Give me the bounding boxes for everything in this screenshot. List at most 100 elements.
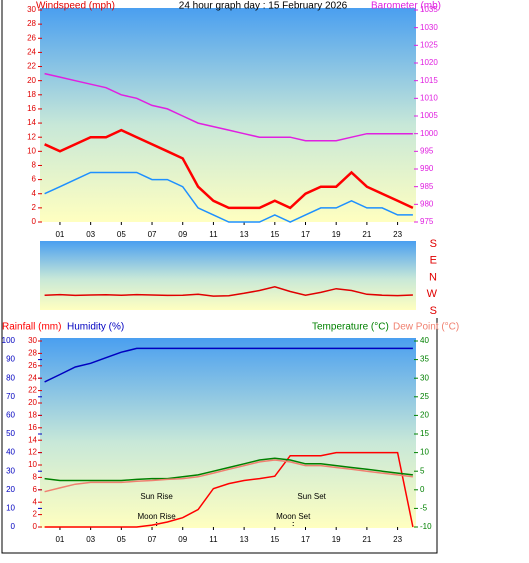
y-tick-label: 20 — [27, 76, 36, 85]
y-tick-label: 28 — [27, 19, 36, 28]
y-tick-label: 6 — [32, 175, 37, 184]
y-tick-label: 14 — [27, 118, 36, 127]
y-tick-label: E — [430, 255, 437, 267]
y-tick-label: -10 — [420, 522, 432, 531]
chart-title: 24 hour graph day : 15 February 2026 — [179, 1, 348, 12]
y-tick-label: -5 — [420, 504, 428, 513]
legend-entry: Humidity (%) — [67, 322, 124, 333]
y-tick-label: 20 — [28, 398, 37, 407]
y-tick-label: 30 — [420, 373, 429, 382]
y-tick-label: 1010 — [420, 93, 438, 102]
x-tick-label: 17 — [301, 230, 310, 239]
y-tick-label: 28 — [28, 349, 37, 358]
y-tick-label: S — [430, 305, 437, 317]
annotation: Moon Rise — [138, 512, 177, 521]
y-tick-label: 26 — [27, 33, 36, 42]
y-tick-label: N — [429, 271, 437, 283]
y-tick-label: 20 — [420, 411, 429, 420]
y-tick-label: 18 — [27, 90, 36, 99]
y-tick-label: 30 — [27, 5, 36, 14]
series-line — [44, 171, 413, 223]
x-tick-label: 19 — [332, 535, 341, 544]
x-tick-label: 23 — [393, 535, 402, 544]
x-tick-label: 03 — [86, 535, 95, 544]
annotation: Sun Rise — [140, 492, 173, 501]
y-tick-label: 60 — [6, 411, 15, 420]
x-tick-label: 21 — [362, 535, 371, 544]
legend-entry: Rainfall (mm) — [2, 322, 61, 333]
y-tick-label: 0 — [32, 217, 37, 226]
y-tick-label: 12 — [28, 448, 37, 457]
series-line — [44, 459, 413, 493]
y-tick-label: 35 — [420, 355, 429, 364]
axis-label: Windspeed (mph) — [36, 1, 115, 12]
y-tick-label: 30 — [6, 466, 15, 475]
y-tick-label: 40 — [420, 336, 429, 345]
annotation: Moon Set — [276, 512, 311, 521]
y-tick-label: W — [427, 288, 438, 300]
y-tick-label: 22 — [27, 62, 36, 71]
x-tick-label: 11 — [209, 230, 218, 239]
y-tick-label: S — [430, 238, 437, 250]
x-tick-label: 23 — [393, 230, 402, 239]
y-tick-label: 16 — [27, 104, 36, 113]
y-tick-label: 0 — [11, 522, 16, 531]
y-tick-label: 10 — [28, 460, 37, 469]
y-tick-label: 6 — [33, 485, 38, 494]
x-tick-label: 19 — [332, 230, 341, 239]
x-tick-label: 11 — [209, 535, 218, 544]
y-tick-label: 975 — [420, 217, 434, 226]
plot-area — [40, 8, 416, 222]
y-tick-label: 70 — [6, 392, 15, 401]
series-line — [44, 72, 413, 142]
x-tick-label: 13 — [240, 230, 249, 239]
y-tick-label: 24 — [28, 373, 37, 382]
y-tick-label: 1030 — [420, 23, 438, 32]
axis-label: Barometer (mb) — [371, 1, 441, 12]
y-tick-label: 995 — [420, 146, 434, 155]
series-line — [44, 451, 414, 528]
series-line — [44, 457, 413, 482]
series-line — [44, 128, 414, 210]
y-tick-label: 10 — [27, 146, 36, 155]
x-tick-label: 05 — [117, 535, 126, 544]
y-tick-label: 100 — [2, 336, 16, 345]
x-tick-label: 01 — [55, 535, 64, 544]
plot-area — [40, 338, 416, 528]
y-tick-label: 14 — [28, 435, 37, 444]
x-tick-label: 03 — [86, 230, 95, 239]
plot-area — [40, 241, 416, 310]
y-tick-label: 40 — [6, 448, 15, 457]
x-tick-label: 15 — [270, 535, 279, 544]
y-tick-label: 1035 — [420, 5, 438, 14]
y-tick-label: 80 — [6, 373, 15, 382]
y-tick-label: 985 — [420, 182, 434, 191]
series-line — [44, 286, 413, 297]
y-tick-label: 30 — [28, 336, 37, 345]
series-line — [44, 347, 413, 383]
y-tick-label: 1025 — [420, 40, 438, 49]
y-tick-label: 10 — [6, 504, 15, 513]
y-tick-label: 1005 — [420, 111, 438, 120]
y-tick-label: 2 — [32, 203, 37, 212]
y-tick-label: 12 — [27, 132, 36, 141]
y-tick-label: 10 — [420, 448, 429, 457]
x-tick-label: 13 — [240, 535, 249, 544]
x-tick-label: 07 — [148, 230, 157, 239]
y-tick-label: 20 — [6, 485, 15, 494]
y-tick-label: 25 — [420, 392, 429, 401]
y-tick-label: 0 — [33, 522, 38, 531]
x-tick-label: 05 — [117, 230, 126, 239]
y-tick-label: 980 — [420, 199, 434, 208]
y-tick-label: 5 — [420, 466, 425, 475]
y-tick-label: 4 — [33, 497, 38, 506]
x-tick-label: 09 — [178, 230, 187, 239]
y-tick-label: 24 — [27, 48, 36, 57]
y-tick-label: 1015 — [420, 76, 438, 85]
y-tick-label: 8 — [32, 161, 37, 170]
legend-entry: Dew Point (°C) — [393, 322, 459, 333]
x-tick-label: 17 — [301, 535, 310, 544]
x-tick-label: 21 — [362, 230, 371, 239]
y-tick-label: 26 — [28, 361, 37, 370]
y-tick-label: 22 — [28, 386, 37, 395]
